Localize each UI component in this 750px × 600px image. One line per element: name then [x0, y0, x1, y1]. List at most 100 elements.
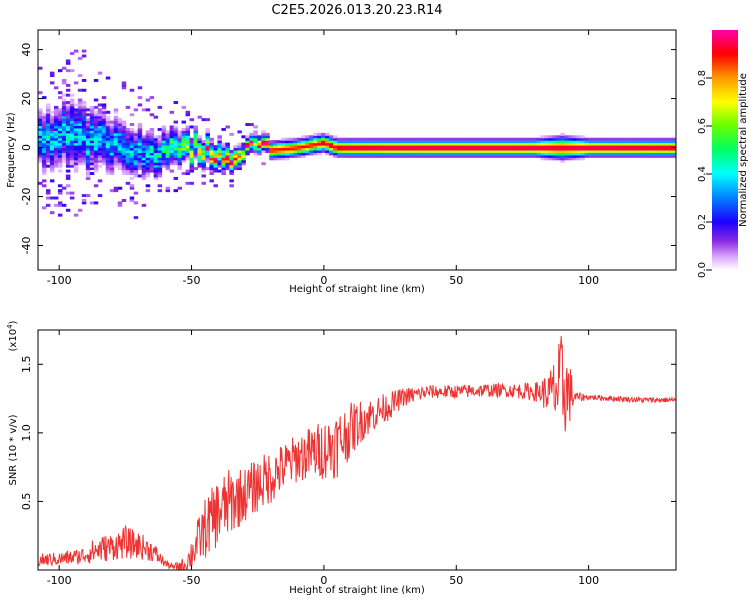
heatmap-cell: [420, 137, 426, 141]
heatmap-cell: [129, 127, 135, 131]
heatmap-cell: [668, 147, 673, 151]
heatmap-cell: [484, 152, 490, 156]
heatmap-cell: [121, 154, 127, 158]
heatmap-cell: [141, 164, 147, 168]
heatmap-cell: [38, 110, 43, 114]
heatmap-cell: [672, 142, 676, 146]
heatmap-cell: [201, 157, 206, 161]
heatmap-cell: [45, 137, 51, 141]
heatmap-cell: [412, 152, 418, 156]
heatmap-cell: [576, 135, 581, 139]
heatmap-cell: [329, 145, 334, 149]
heatmap-cell: [125, 140, 131, 144]
heatmap-cell: [492, 150, 498, 153]
heatmap-cell: [388, 137, 394, 141]
heatmap-cell: [201, 174, 206, 178]
heatmap-cell: [364, 137, 370, 141]
heatmap-cell: [576, 150, 581, 153]
heatmap-cell: [612, 152, 617, 156]
heatmap-cell: [57, 120, 63, 124]
heatmap-cell: [173, 150, 179, 153]
heatmap-cell: [460, 142, 466, 146]
heatmap-cell: [129, 150, 135, 153]
heatmap-cell: [73, 123, 79, 127]
heatmap-cell: [101, 125, 107, 129]
heatmap-cell: [69, 113, 75, 117]
heatmap-cell: [644, 140, 649, 144]
heatmap-cell: [624, 145, 629, 149]
heatmap-cell: [141, 169, 147, 173]
heatmap-cell: [668, 145, 673, 149]
heatmap-cell: [576, 147, 581, 151]
heatmap-cell: [360, 137, 366, 141]
heatmap-cell: [185, 135, 191, 139]
heatmap-cell: [624, 142, 629, 146]
heatmap-cell: [185, 147, 191, 151]
bottom-x-axis: -100 -50 0 50 100: [47, 330, 599, 587]
heatmap-cell: [257, 145, 262, 149]
heatmap-cell: [345, 137, 350, 141]
heatmap-cell: [384, 145, 390, 149]
heatmap-cell: [161, 164, 167, 168]
heatmap-cell: [460, 140, 466, 144]
heatmap-cell: [588, 150, 593, 153]
heatmap-cell: [524, 152, 529, 156]
heatmap-cell: [496, 137, 502, 141]
heatmap-cell: [149, 154, 155, 158]
heatmap-cell: [484, 147, 490, 151]
heatmap-cell: [157, 184, 163, 188]
heatmap-cell: [628, 140, 633, 144]
heatmap-cell: [237, 152, 242, 156]
heatmap-cell: [177, 164, 183, 168]
heatmap-cell: [185, 130, 191, 134]
heatmap-cell: [149, 167, 155, 171]
heatmap-cell: [404, 137, 410, 141]
heatmap-cell: [65, 118, 71, 122]
heatmap-cell: [105, 157, 111, 161]
heatmap-cell: [38, 108, 43, 112]
heatmap-cell: [201, 152, 206, 156]
heatmap-cell: [161, 140, 167, 144]
heatmap-cell: [221, 150, 226, 153]
heatmap-cell: [153, 169, 159, 173]
heatmap-cell: [185, 142, 191, 146]
heatmap-cell: [548, 135, 553, 139]
heatmap-cell: [480, 145, 486, 149]
heatmap-cell: [496, 152, 502, 156]
heatmap-cell: [440, 140, 446, 144]
heatmap-cell: [81, 147, 87, 151]
heatmap-cell: [49, 137, 55, 141]
heatmap-cell: [105, 110, 111, 114]
heatmap-cell: [69, 123, 75, 127]
heatmap-cell: [189, 125, 195, 129]
heatmap-cell: [113, 108, 119, 112]
heatmap-cell: [38, 145, 43, 149]
heatmap-cell: [185, 110, 191, 114]
heatmap-cell: [145, 145, 151, 149]
heatmap-cell: [209, 140, 214, 144]
heatmap-cell: [181, 142, 187, 146]
heatmap-cell: [436, 145, 442, 149]
heatmap-cell: [592, 137, 597, 141]
heatmap-cell: [85, 167, 91, 171]
heatmap-cell: [181, 130, 187, 134]
heatmap-cell: [333, 145, 338, 149]
heatmap-cell: [648, 150, 653, 153]
heatmap-cell: [632, 137, 637, 141]
heatmap-cell: [564, 137, 569, 141]
heatmap-cell: [372, 137, 378, 141]
heatmap-cell: [424, 152, 430, 156]
heatmap-cell: [524, 142, 529, 146]
heatmap-cell: [229, 152, 234, 156]
heatmap-cell: [57, 91, 63, 95]
heatmap-cell: [353, 147, 358, 151]
heatmap-cell: [77, 147, 83, 151]
heatmap-cell: [468, 154, 474, 158]
heatmap-cell: [53, 130, 59, 134]
heatmap-cell: [652, 137, 657, 141]
heatmap-cell: [125, 152, 131, 156]
heatmap-cell: [616, 150, 621, 153]
heatmap-cell: [57, 152, 63, 156]
heatmap-cell: [41, 152, 47, 156]
heatmap-cell: [245, 137, 250, 141]
